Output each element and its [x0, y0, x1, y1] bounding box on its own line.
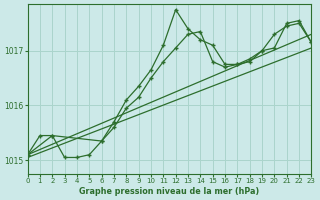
X-axis label: Graphe pression niveau de la mer (hPa): Graphe pression niveau de la mer (hPa) [79, 187, 260, 196]
